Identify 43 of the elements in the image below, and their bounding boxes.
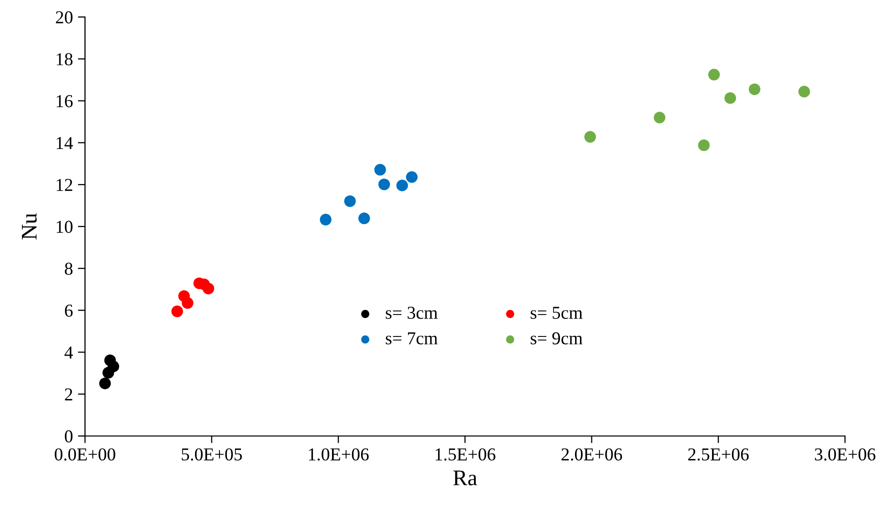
point xyxy=(748,83,760,96)
y-tick-label: 6 xyxy=(64,304,73,317)
y-tick-label: 20 xyxy=(56,11,73,24)
point xyxy=(654,112,666,124)
point xyxy=(798,86,810,98)
legend-label: s= 9cm xyxy=(530,332,583,344)
x-tick-label: 2.5E+06 xyxy=(688,448,749,461)
y-tick-label: 2 xyxy=(64,388,72,400)
point xyxy=(202,282,214,294)
y-axis-title: Nu xyxy=(22,213,37,240)
y-tick-label: 18 xyxy=(56,53,73,66)
x-tick-label: 1.5E+06 xyxy=(436,448,496,461)
point xyxy=(358,212,370,224)
y-tick-label: 12 xyxy=(56,178,72,191)
x-axis-title: Ra xyxy=(453,470,478,486)
y-tick-label: 8 xyxy=(64,262,73,275)
point xyxy=(344,195,356,207)
y-tick-label: 14 xyxy=(56,137,73,149)
point xyxy=(374,164,386,176)
y-tick-label: 10 xyxy=(56,220,73,233)
point xyxy=(320,214,332,226)
point xyxy=(698,139,710,152)
point xyxy=(171,306,184,318)
legend-label: s= 3cm xyxy=(386,306,438,319)
point xyxy=(584,131,596,143)
x-tick-label: 2.0E+06 xyxy=(562,448,622,461)
point xyxy=(396,180,408,192)
point xyxy=(182,297,194,309)
x-tick-label: 0.0E+00 xyxy=(54,448,116,461)
x-tick-label: 3.0E+06 xyxy=(814,448,876,461)
y-tick-label: 16 xyxy=(56,95,73,108)
x-tick-label: 1.0E+06 xyxy=(309,448,369,461)
point xyxy=(378,178,390,190)
legend-label: s= 5cm xyxy=(530,306,583,319)
point xyxy=(99,378,111,390)
x-tick-label: 5.0E+05 xyxy=(182,448,242,461)
legend-label: s= 7cm xyxy=(386,332,438,344)
y-tick-label: 4 xyxy=(64,346,73,358)
point xyxy=(724,92,736,104)
point xyxy=(406,171,418,183)
y-tick-label: 0 xyxy=(64,430,73,442)
point xyxy=(708,68,720,80)
point xyxy=(108,360,120,372)
